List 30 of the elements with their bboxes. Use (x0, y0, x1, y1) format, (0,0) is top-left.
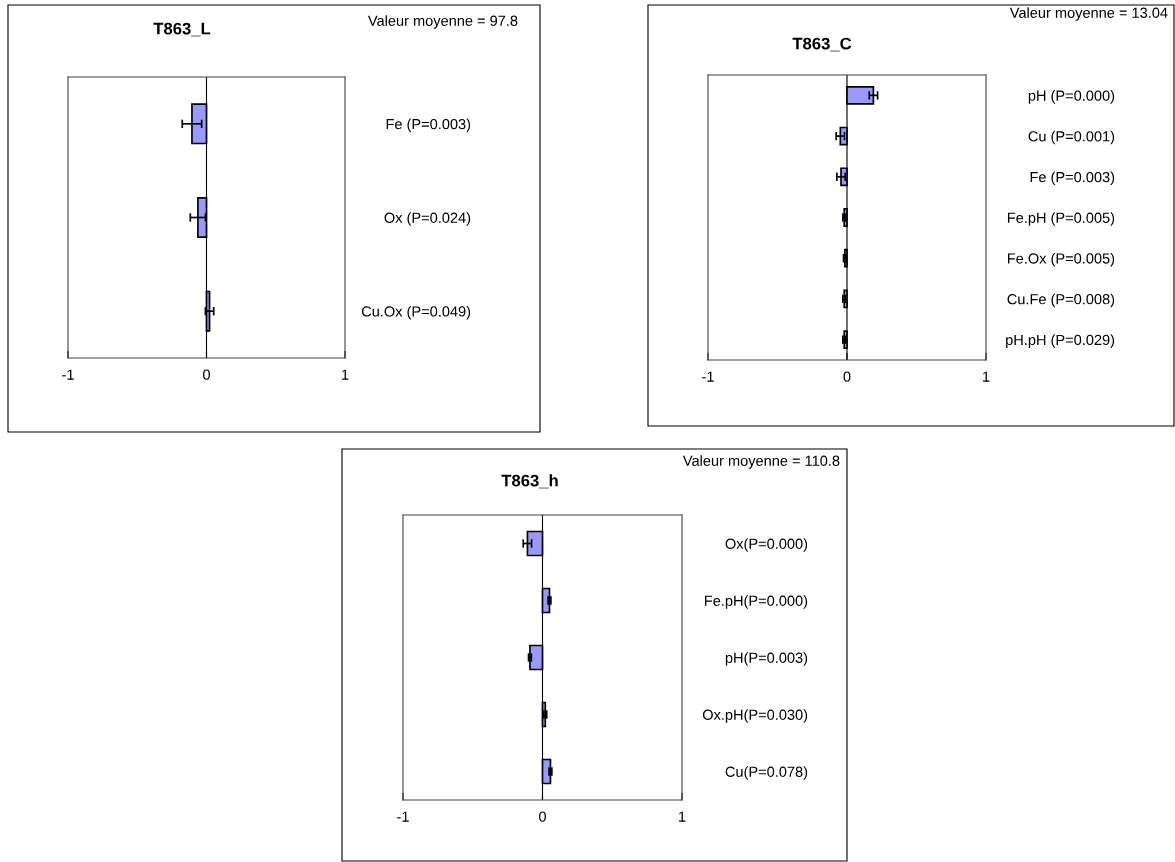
y-tick-label: Cu (P=0.001) (1028, 130, 1115, 145)
y-tick-label: Fe.Ox (P=0.005) (1007, 252, 1115, 267)
x-tick-label: 1 (679, 811, 686, 822)
y-tick-label: Fe.pH(P=0.000) (705, 595, 808, 609)
x-tick-label: -1 (397, 811, 409, 822)
y-tick-label: pH.pH (P=0.029) (1006, 334, 1115, 348)
y-tick-label: Cu.Fe (P=0.008) (1007, 293, 1115, 308)
y-tick-label: Cu.Ox (P=0.049) (361, 305, 471, 320)
y-tick-label: pH(P=0.003) (725, 652, 808, 666)
y-tick-label: Ox (P=0.024) (384, 212, 471, 226)
x-tick-label: 0 (539, 811, 546, 822)
x-tick-label: 1 (983, 371, 990, 382)
y-tick-label: Fe.pH (P=0.005) (1007, 212, 1115, 226)
text: Valeur moyenne = 110.8 (682, 455, 840, 469)
y-tick-label: pH (P=0.000) (1028, 90, 1115, 104)
x-tick-label: 1 (342, 369, 349, 380)
chart-title: T863_C (792, 37, 852, 52)
text: Valeur moyenne = 97.8 (367, 15, 518, 29)
chart-title: T863_h (501, 474, 558, 489)
y-tick-label: Fe (P=0.003) (386, 118, 471, 133)
x-tick-label: 0 (843, 371, 851, 382)
y-tick-label: Ox(P=0.000) (725, 538, 808, 552)
text: Valeur moyenne = 13.04 (1009, 7, 1168, 21)
chart-title: T863_L (153, 22, 211, 37)
y-tick-label: Cu(P=0.078) (725, 766, 808, 780)
y-tick-label: Fe (P=0.003) (1030, 171, 1115, 186)
y-tick-label: Ox.pH(P=0.030) (702, 709, 808, 723)
x-tick-label: -1 (702, 371, 714, 382)
x-tick-label: 0 (203, 369, 210, 380)
x-tick-label: -1 (62, 369, 74, 380)
